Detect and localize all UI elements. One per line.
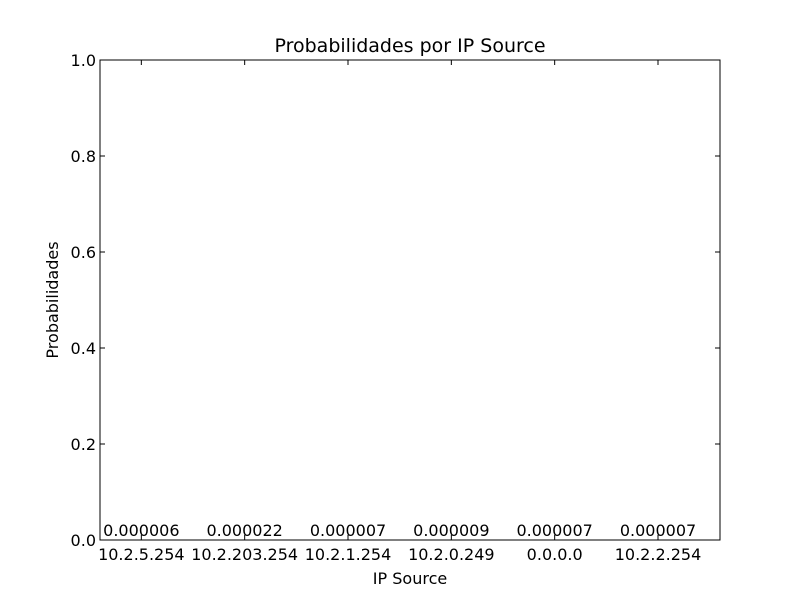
data-label-6: 0.000007 (620, 521, 696, 540)
y-tick-label-6: 1.0 (71, 51, 96, 70)
x-tick-label-1: 10.2.5.254 (98, 545, 185, 564)
x-tick-label-5: 0.0.0.0 (527, 545, 583, 564)
data-labels: 0.000006 0.000022 0.000007 0.000009 0.000007… (103, 521, 696, 540)
chart-title: Probabilidades por IP Source (274, 35, 545, 57)
y-tick-label-2: 0.2 (71, 435, 96, 454)
data-label-5: 0.000007 (516, 521, 592, 540)
y-tick-label-4: 0.6 (71, 243, 96, 262)
x-tick-label-6: 10.2.2.254 (615, 545, 702, 564)
x-tick-label-2: 10.2.203.254 (191, 545, 298, 564)
data-label-4: 0.000009 (413, 521, 489, 540)
data-label-1: 0.000006 (103, 521, 179, 540)
y-tick-label-5: 0.8 (71, 147, 96, 166)
data-label-3: 0.000007 (310, 521, 386, 540)
x-tick-label-4: 10.2.0.249 (408, 545, 495, 564)
x-tick-label-3: 10.2.1.254 (305, 545, 392, 564)
y-tick-label-1: 0.0 (71, 531, 96, 550)
y-axis: 0.0 0.2 0.4 0.6 0.8 1.0 (71, 51, 720, 550)
x-axis-label: IP Source (373, 569, 447, 588)
y-tick-label-3: 0.4 (71, 339, 96, 358)
x-axis: 10.2.5.254 10.2.203.254 10.2.1.254 10.2.0.2… (98, 60, 701, 564)
data-label-2: 0.000022 (206, 521, 282, 540)
y-axis-label: Probabilidades (43, 241, 62, 358)
plot-frame (99, 59, 721, 541)
